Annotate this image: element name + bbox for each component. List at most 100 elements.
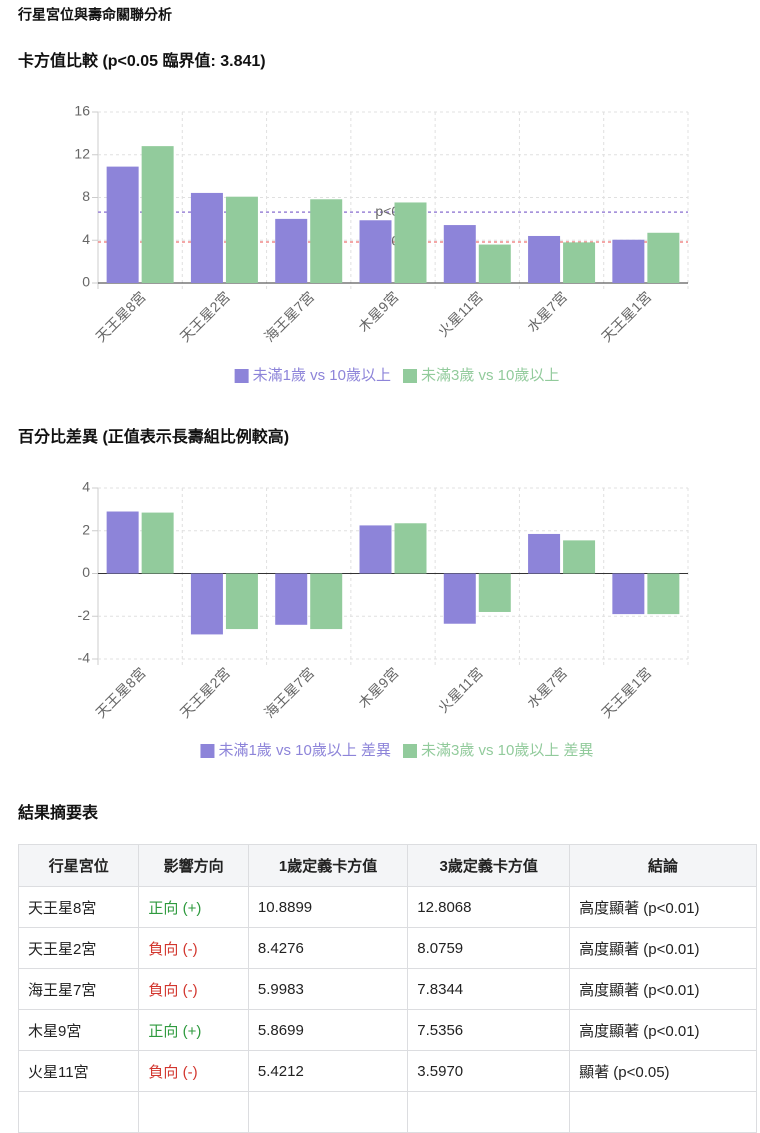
table-cell: 負向 (-) <box>138 968 249 1010</box>
table-cell: 5.9983 <box>247 968 409 1010</box>
x-tick-label: 木星9宮 <box>355 664 402 711</box>
legend-label: 未滿3歲 vs 10歲以上 差異 <box>421 742 594 759</box>
table-row <box>17 1091 757 1133</box>
bar <box>528 235 561 283</box>
bar <box>443 225 476 283</box>
page: 行星宮位與壽命關聯分析 卡方值比較 (p<0.05 臨界值: 3.841) 百分… <box>17 6 757 1133</box>
table-cell: 7.5356 <box>407 1009 571 1051</box>
bar <box>394 523 427 574</box>
x-tick-label: 天王星2宮 <box>177 664 233 720</box>
table-cell <box>247 1091 409 1133</box>
table-row: 天王星2宮 負向 (-) 8.4276 8.0759 高度顯著 (p<0.01) <box>17 927 757 969</box>
table-cell: 高度顯著 (p<0.01) <box>569 886 757 928</box>
bar <box>310 573 343 630</box>
y-tick-label: -2 <box>78 607 91 623</box>
y-tick-label: 2 <box>82 521 90 537</box>
table-row: 木星9宮 正向 (+) 5.8699 7.5356 高度顯著 (p<0.01) <box>17 1009 757 1051</box>
chart-title: 卡方值比較 (p<0.05 臨界值: 3.841) <box>18 51 266 70</box>
bar <box>612 239 645 283</box>
table-cell: 8.4276 <box>247 927 409 969</box>
y-tick-label: 12 <box>74 145 90 161</box>
table-cell: 高度顯著 (p<0.01) <box>569 968 757 1010</box>
table-row: 天王星8宮 正向 (+) 10.8899 12.8068 高度顯著 (p<0.01) <box>17 886 757 928</box>
table-cell: 5.8699 <box>247 1009 409 1051</box>
column-header: 3歲定義卡方值 <box>407 844 571 887</box>
table-cell: 高度顯著 (p<0.01) <box>569 927 757 969</box>
x-tick-label: 海王星7宮 <box>261 664 317 720</box>
table-cell: 火星11宮 <box>17 1050 140 1092</box>
table-cell: 12.8068 <box>407 886 571 928</box>
bar <box>310 199 343 283</box>
bar <box>141 512 174 574</box>
bar <box>275 218 308 283</box>
column-header: 行星宮位 <box>17 844 140 887</box>
bar <box>443 573 476 624</box>
bar <box>394 202 427 283</box>
table-row: 海王星7宮 負向 (-) 5.9983 7.8344 高度顯著 (p<0.01) <box>17 968 757 1010</box>
bar <box>563 242 596 283</box>
legend-swatch <box>200 744 215 758</box>
table-cell <box>17 1091 140 1133</box>
table-cell: 10.8899 <box>247 886 409 928</box>
table-cell: 5.4212 <box>247 1050 409 1092</box>
bar <box>563 540 596 574</box>
chart-title: 百分比差異 (正值表示長壽組比例較高) <box>18 427 289 446</box>
summary-table: 行星宮位 影響方向 1歲定義卡方值 3歲定義卡方值 結論 天王星8宮 正向 (+) 10.8… <box>17 844 757 1133</box>
bar <box>647 573 680 615</box>
table-cell: 負向 (-) <box>138 1050 249 1092</box>
bar <box>225 573 258 630</box>
table-cell: 天王星8宮 <box>17 886 140 928</box>
table-cell <box>569 1091 757 1133</box>
bar <box>275 573 308 625</box>
y-tick-label: 4 <box>82 231 90 247</box>
legend-label: 未滿1歲 vs 10歲以上 差異 <box>218 742 391 759</box>
table-cell: 8.0759 <box>407 927 571 969</box>
y-tick-label: -4 <box>78 650 91 666</box>
y-tick-label: 16 <box>74 103 90 119</box>
table-cell: 負向 (-) <box>138 927 249 969</box>
page-title: 行星宮位與壽命關聯分析 <box>17 7 172 23</box>
bar <box>225 196 258 283</box>
table-cell: 正向 (+) <box>138 1009 249 1051</box>
bar <box>141 146 174 283</box>
legend: 未滿1歲 vs 10歲以上 未滿3歲 vs 10歲以上 <box>234 367 559 384</box>
bar <box>478 244 511 283</box>
table-cell: 顯著 (p<0.05) <box>569 1050 757 1092</box>
table-cell: 7.8344 <box>407 968 571 1010</box>
x-tick-label: 木星9宮 <box>355 288 402 335</box>
y-tick-label: 0 <box>82 564 90 580</box>
table-title: 結果摘要表 <box>18 803 99 822</box>
bar <box>478 573 511 612</box>
x-tick-label: 天王星8宮 <box>92 664 148 720</box>
header-row: 行星宮位 影響方向 1歲定義卡方值 3歲定義卡方值 結論 <box>17 844 757 887</box>
legend-swatch <box>403 369 417 383</box>
bar <box>190 192 223 283</box>
y-tick-label: 0 <box>82 274 90 290</box>
legend-label: 未滿3歲 vs 10歲以上 <box>421 367 559 384</box>
column-header: 結論 <box>569 844 757 887</box>
table-row: 火星11宮 負向 (-) 5.4212 3.5970 顯著 (p<0.05) <box>17 1050 757 1092</box>
x-tick-label: 天王星2宮 <box>177 288 233 344</box>
table-cell: 高度顯著 (p<0.01) <box>569 1009 757 1051</box>
x-tick-label: 天王星1宮 <box>598 664 654 720</box>
table-cell: 天王星2宮 <box>17 927 140 969</box>
bar <box>647 232 680 283</box>
bar <box>359 220 392 283</box>
legend: 未滿1歲 vs 10歲以上 差異 未滿3歲 vs 10歲以上 差異 <box>200 742 594 759</box>
column-header: 影響方向 <box>138 844 249 887</box>
table-cell <box>138 1091 249 1133</box>
x-tick-label: 天王星1宮 <box>598 288 654 344</box>
bar <box>106 511 139 574</box>
bar <box>612 573 645 615</box>
table-cell: 3.5970 <box>407 1050 571 1092</box>
y-tick-label: 8 <box>82 188 90 204</box>
x-tick-label: 火星11宮 <box>435 664 486 715</box>
bar <box>190 573 223 635</box>
bar <box>359 525 392 574</box>
legend-swatch <box>403 744 417 758</box>
bar <box>528 533 561 574</box>
table-cell: 正向 (+) <box>138 886 249 928</box>
table-cell: 木星9宮 <box>17 1009 140 1051</box>
y-tick-label: 4 <box>82 479 90 495</box>
charts: 行星宮位與壽命關聯分析 卡方值比較 (p<0.05 臨界值: 3.841) 百分… <box>17 7 689 822</box>
